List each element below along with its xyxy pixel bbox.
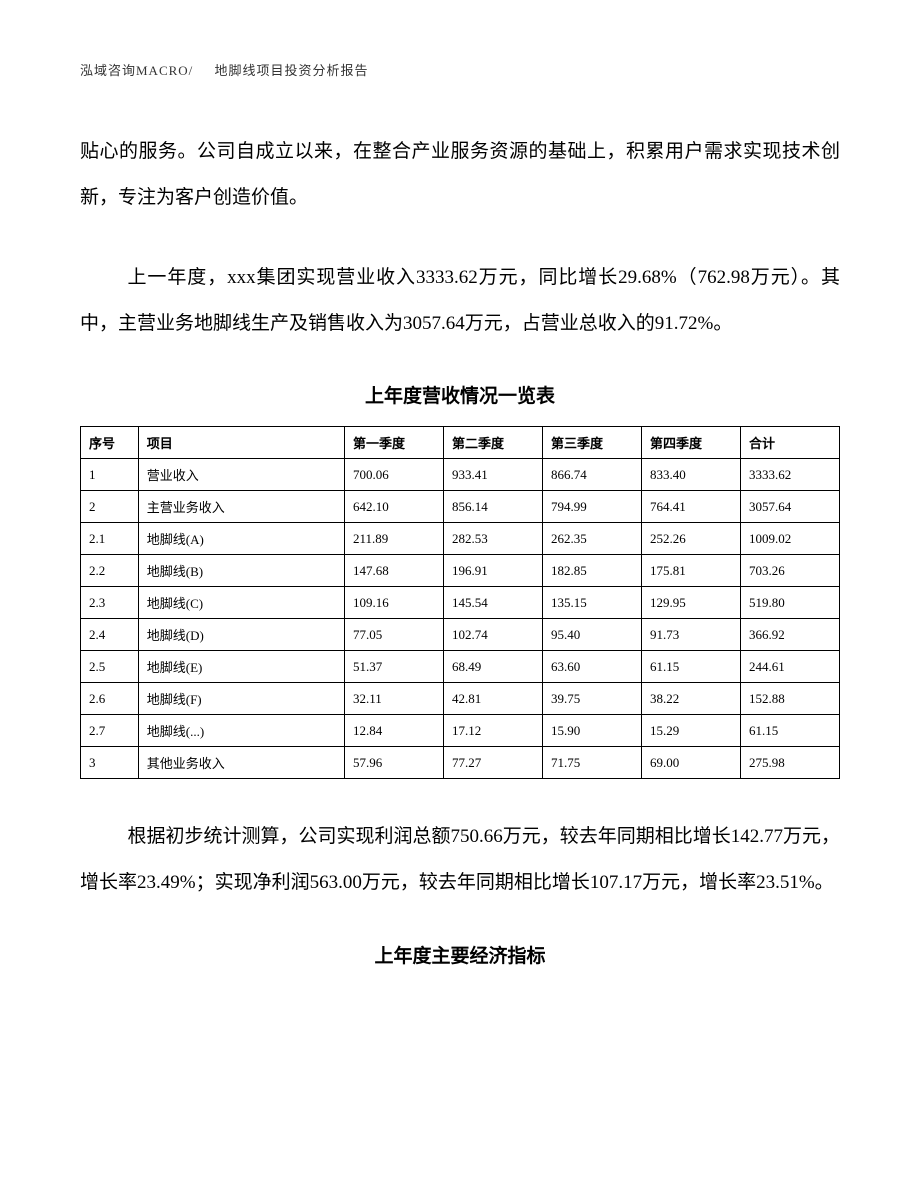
cell-item: 营业收入: [138, 459, 344, 491]
cell-total: 244.61: [740, 651, 839, 683]
cell-total: 1009.02: [740, 523, 839, 555]
cell-total: 275.98: [740, 747, 839, 779]
table-body: 1 营业收入 700.06 933.41 866.74 833.40 3333.…: [81, 459, 840, 779]
paragraph-3: 根据初步统计测算，公司实现利润总额750.66万元，较去年同期相比增长142.7…: [80, 814, 840, 905]
cell-q1: 32.11: [344, 683, 443, 715]
cell-seq: 3: [81, 747, 139, 779]
revenue-table: 序号 项目 第一季度 第二季度 第三季度 第四季度 合计 1 营业收入 700.…: [80, 426, 840, 779]
cell-q2: 196.91: [443, 555, 542, 587]
cell-q1: 77.05: [344, 619, 443, 651]
col-header-item: 项目: [138, 427, 344, 459]
header-report: 地脚线项目投资分析报告: [215, 63, 369, 78]
cell-q4: 252.26: [641, 523, 740, 555]
cell-q1: 109.16: [344, 587, 443, 619]
cell-item: 其他业务收入: [138, 747, 344, 779]
cell-item: 地脚线(...): [138, 715, 344, 747]
table1-title: 上年度营收情况一览表: [80, 381, 840, 408]
cell-total: 152.88: [740, 683, 839, 715]
cell-total: 366.92: [740, 619, 839, 651]
cell-q4: 833.40: [641, 459, 740, 491]
cell-seq: 2.7: [81, 715, 139, 747]
cell-seq: 2.4: [81, 619, 139, 651]
cell-q2: 933.41: [443, 459, 542, 491]
cell-q2: 68.49: [443, 651, 542, 683]
cell-q4: 61.15: [641, 651, 740, 683]
cell-q3: 866.74: [542, 459, 641, 491]
paragraph-1: 贴心的服务。公司自成立以来，在整合产业服务资源的基础上，积累用户需求实现技术创新…: [80, 129, 840, 220]
cell-item: 地脚线(D): [138, 619, 344, 651]
cell-q4: 764.41: [641, 491, 740, 523]
table-row: 2.5 地脚线(E) 51.37 68.49 63.60 61.15 244.6…: [81, 651, 840, 683]
cell-q4: 38.22: [641, 683, 740, 715]
cell-seq: 2.3: [81, 587, 139, 619]
cell-q3: 39.75: [542, 683, 641, 715]
cell-q2: 42.81: [443, 683, 542, 715]
cell-seq: 2.5: [81, 651, 139, 683]
cell-q3: 794.99: [542, 491, 641, 523]
cell-q2: 77.27: [443, 747, 542, 779]
cell-item: 地脚线(F): [138, 683, 344, 715]
page-header: 泓域咨询MACRO/ 地脚线项目投资分析报告: [80, 60, 840, 79]
cell-q3: 95.40: [542, 619, 641, 651]
table-row: 2 主营业务收入 642.10 856.14 794.99 764.41 305…: [81, 491, 840, 523]
cell-q1: 147.68: [344, 555, 443, 587]
table-row: 2.3 地脚线(C) 109.16 145.54 135.15 129.95 5…: [81, 587, 840, 619]
col-header-seq: 序号: [81, 427, 139, 459]
table-row: 3 其他业务收入 57.96 77.27 71.75 69.00 275.98: [81, 747, 840, 779]
cell-q4: 129.95: [641, 587, 740, 619]
cell-q3: 182.85: [542, 555, 641, 587]
col-header-q4: 第四季度: [641, 427, 740, 459]
cell-total: 703.26: [740, 555, 839, 587]
cell-q4: 69.00: [641, 747, 740, 779]
cell-seq: 2.6: [81, 683, 139, 715]
cell-q2: 17.12: [443, 715, 542, 747]
cell-q3: 262.35: [542, 523, 641, 555]
table-row: 2.2 地脚线(B) 147.68 196.91 182.85 175.81 7…: [81, 555, 840, 587]
cell-seq: 2.1: [81, 523, 139, 555]
table-row: 2.7 地脚线(...) 12.84 17.12 15.90 15.29 61.…: [81, 715, 840, 747]
cell-q1: 57.96: [344, 747, 443, 779]
cell-item: 地脚线(E): [138, 651, 344, 683]
header-spacer: [198, 63, 211, 78]
cell-q3: 15.90: [542, 715, 641, 747]
table2-title: 上年度主要经济指标: [80, 941, 840, 968]
cell-total: 3057.64: [740, 491, 839, 523]
cell-q1: 642.10: [344, 491, 443, 523]
table-header-row: 序号 项目 第一季度 第二季度 第三季度 第四季度 合计: [81, 427, 840, 459]
table-row: 2.4 地脚线(D) 77.05 102.74 95.40 91.73 366.…: [81, 619, 840, 651]
cell-q1: 51.37: [344, 651, 443, 683]
cell-seq: 1: [81, 459, 139, 491]
cell-item: 地脚线(C): [138, 587, 344, 619]
col-header-q2: 第二季度: [443, 427, 542, 459]
col-header-q1: 第一季度: [344, 427, 443, 459]
cell-q2: 856.14: [443, 491, 542, 523]
cell-q1: 700.06: [344, 459, 443, 491]
cell-q3: 71.75: [542, 747, 641, 779]
col-header-total: 合计: [740, 427, 839, 459]
table-row: 2.1 地脚线(A) 211.89 282.53 262.35 252.26 1…: [81, 523, 840, 555]
cell-q2: 145.54: [443, 587, 542, 619]
cell-item: 地脚线(A): [138, 523, 344, 555]
cell-q3: 63.60: [542, 651, 641, 683]
cell-seq: 2: [81, 491, 139, 523]
table-row: 1 营业收入 700.06 933.41 866.74 833.40 3333.…: [81, 459, 840, 491]
cell-q3: 135.15: [542, 587, 641, 619]
cell-q1: 211.89: [344, 523, 443, 555]
cell-q2: 282.53: [443, 523, 542, 555]
cell-seq: 2.2: [81, 555, 139, 587]
cell-item: 地脚线(B): [138, 555, 344, 587]
cell-total: 61.15: [740, 715, 839, 747]
cell-q2: 102.74: [443, 619, 542, 651]
table-row: 2.6 地脚线(F) 32.11 42.81 39.75 38.22 152.8…: [81, 683, 840, 715]
header-company: 泓域咨询MACRO/: [80, 63, 193, 78]
paragraph-2: 上一年度，xxx集团实现营业收入3333.62万元，同比增长29.68%（762…: [80, 255, 840, 346]
cell-total: 519.80: [740, 587, 839, 619]
cell-total: 3333.62: [740, 459, 839, 491]
cell-item: 主营业务收入: [138, 491, 344, 523]
cell-q4: 91.73: [641, 619, 740, 651]
cell-q4: 15.29: [641, 715, 740, 747]
cell-q1: 12.84: [344, 715, 443, 747]
cell-q4: 175.81: [641, 555, 740, 587]
col-header-q3: 第三季度: [542, 427, 641, 459]
